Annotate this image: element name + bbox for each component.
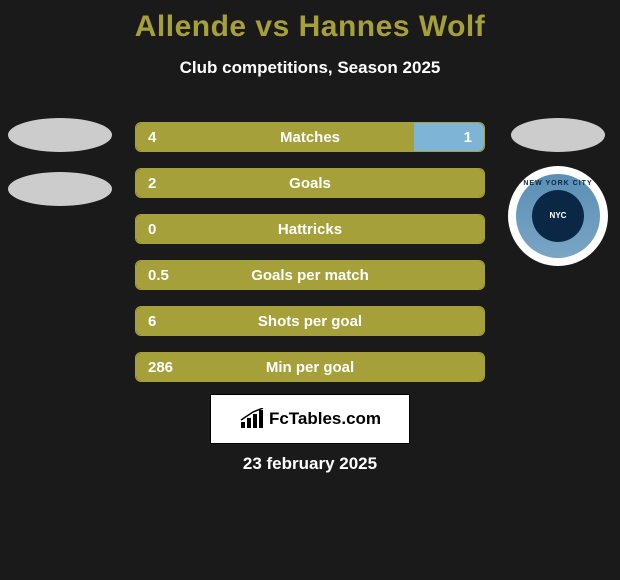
comparison-infographic: Allende vs Hannes Wolf Club competitions… <box>0 0 620 580</box>
stat-row-goals-per-match: 0.5 Goals per match <box>135 260 485 290</box>
club-badge-arc-text: NEW YORK CITY <box>516 180 600 187</box>
brand-box: FcTables.com <box>210 394 410 444</box>
stat-row-goals: 2 Goals <box>135 168 485 198</box>
placeholder-ellipse <box>8 118 112 152</box>
stat-fill-left <box>136 261 484 289</box>
club-badge-inner: NEW YORK CITY NYC <box>516 174 600 258</box>
player-right-logo: NEW YORK CITY NYC <box>508 118 608 266</box>
stat-fill-left <box>136 215 484 243</box>
club-badge: NEW YORK CITY NYC <box>508 166 608 266</box>
stat-fill-left <box>136 353 484 381</box>
stat-row-min-per-goal: 286 Min per goal <box>135 352 485 382</box>
stat-fill-left <box>136 169 484 197</box>
placeholder-ellipse <box>511 118 605 152</box>
infographic-date: 23 february 2025 <box>0 454 620 474</box>
stats-chart: 4 Matches 1 2 Goals 0 Hattricks 0.5 Goal… <box>135 122 485 398</box>
stat-fill-left <box>136 307 484 335</box>
stat-fill-left <box>136 123 414 151</box>
stat-row-shots-per-goal: 6 Shots per goal <box>135 306 485 336</box>
placeholder-ellipse <box>8 172 112 206</box>
chart-bars-icon <box>239 408 267 430</box>
player-left-logo <box>8 118 112 226</box>
page-title: Allende vs Hannes Wolf <box>0 0 620 44</box>
club-badge-core: NYC <box>532 190 584 242</box>
page-subtitle: Club competitions, Season 2025 <box>0 58 620 78</box>
brand-text: FcTables.com <box>269 409 381 429</box>
stat-row-hattricks: 0 Hattricks <box>135 214 485 244</box>
stat-row-matches: 4 Matches 1 <box>135 122 485 152</box>
stat-fill-right <box>414 123 484 151</box>
